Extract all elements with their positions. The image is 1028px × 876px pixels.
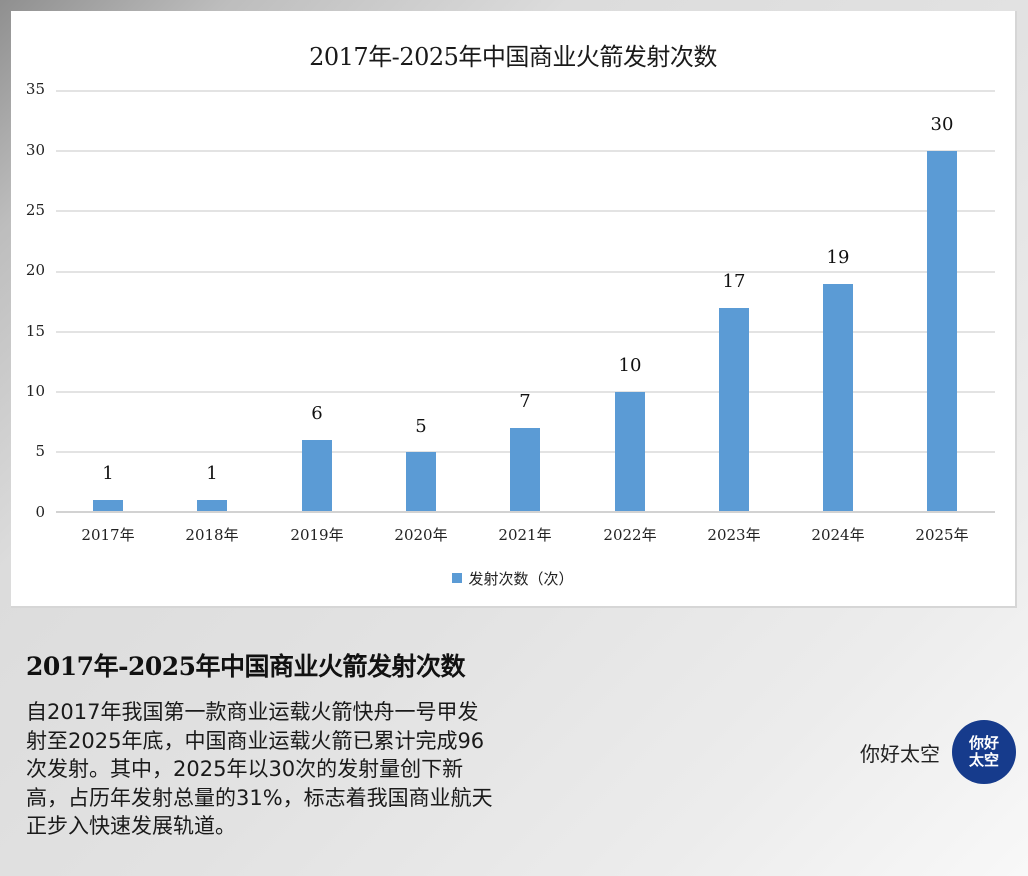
y-tick: 30 <box>25 141 45 159</box>
gridline <box>56 331 995 333</box>
x-tick: 2020年 <box>394 526 448 544</box>
x-tick: 2025年 <box>915 526 969 544</box>
caption-body: 自2017年我国第一款商业运载火箭快舟一号甲发射至2025年底，中国商业运载火箭… <box>26 700 493 838</box>
x-tick: 2023年 <box>707 526 761 544</box>
y-tick: 25 <box>25 201 45 219</box>
x-tick: 2022年 <box>603 526 657 544</box>
x-tick: 2018年 <box>185 526 239 544</box>
bar-label: 7 <box>519 391 531 412</box>
bar-label: 1 <box>102 463 114 484</box>
x-tick: 2019年 <box>290 526 344 544</box>
bar-label: 10 <box>618 355 642 376</box>
brand: 你好太空 你好 太空 <box>860 720 1016 784</box>
gridline <box>56 150 995 152</box>
x-tick: 2017年 <box>81 526 135 544</box>
legend-label: 发射次数（次） <box>468 570 574 588</box>
y-tick: 15 <box>25 322 45 340</box>
y-tick: 5 <box>35 442 45 460</box>
y-tick: 35 <box>25 80 45 98</box>
bar-label: 30 <box>930 114 954 135</box>
caption-title: 2017年-2025年中国商业火箭发射次数 <box>26 652 466 681</box>
bar-2025 <box>927 151 957 512</box>
bar-2021 <box>510 428 540 512</box>
bar-label: 6 <box>311 403 323 424</box>
y-tick: 0 <box>35 503 45 521</box>
bar-2024 <box>823 284 853 512</box>
x-tick: 2021年 <box>498 526 552 544</box>
gridline <box>56 90 995 92</box>
bar-2017 <box>93 500 123 512</box>
brand-name: 你好太空 <box>860 741 940 766</box>
bar-2022 <box>615 392 645 512</box>
bar-label: 17 <box>722 271 746 292</box>
y-tick: 10 <box>25 382 45 400</box>
gridline <box>56 391 995 393</box>
brand-logo-icon: 你好 太空 <box>952 720 1016 784</box>
brand-logo-line1: 你好 <box>968 734 999 752</box>
chart-legend: 发射次数（次） <box>11 568 1015 589</box>
x-axis-line <box>56 511 995 513</box>
bar-label: 1 <box>206 463 218 484</box>
bar-2020 <box>406 452 436 512</box>
brand-logo-line2: 太空 <box>968 751 999 769</box>
chart-panel: 2017年-2025年中国商业火箭发射次数 35 30 25 20 15 10 … <box>11 11 1017 608</box>
legend-swatch-icon <box>452 573 463 583</box>
bar-2019 <box>302 440 332 512</box>
chart-title: 2017年-2025年中国商业火箭发射次数 <box>309 43 717 71</box>
gridline <box>56 210 995 212</box>
x-tick: 2024年 <box>811 526 865 544</box>
bar-label: 5 <box>415 416 427 437</box>
bar-label: 19 <box>826 247 850 268</box>
bar-2023 <box>719 308 749 512</box>
gridline <box>56 271 995 273</box>
bar-2018 <box>197 500 227 512</box>
y-tick: 20 <box>25 261 45 279</box>
